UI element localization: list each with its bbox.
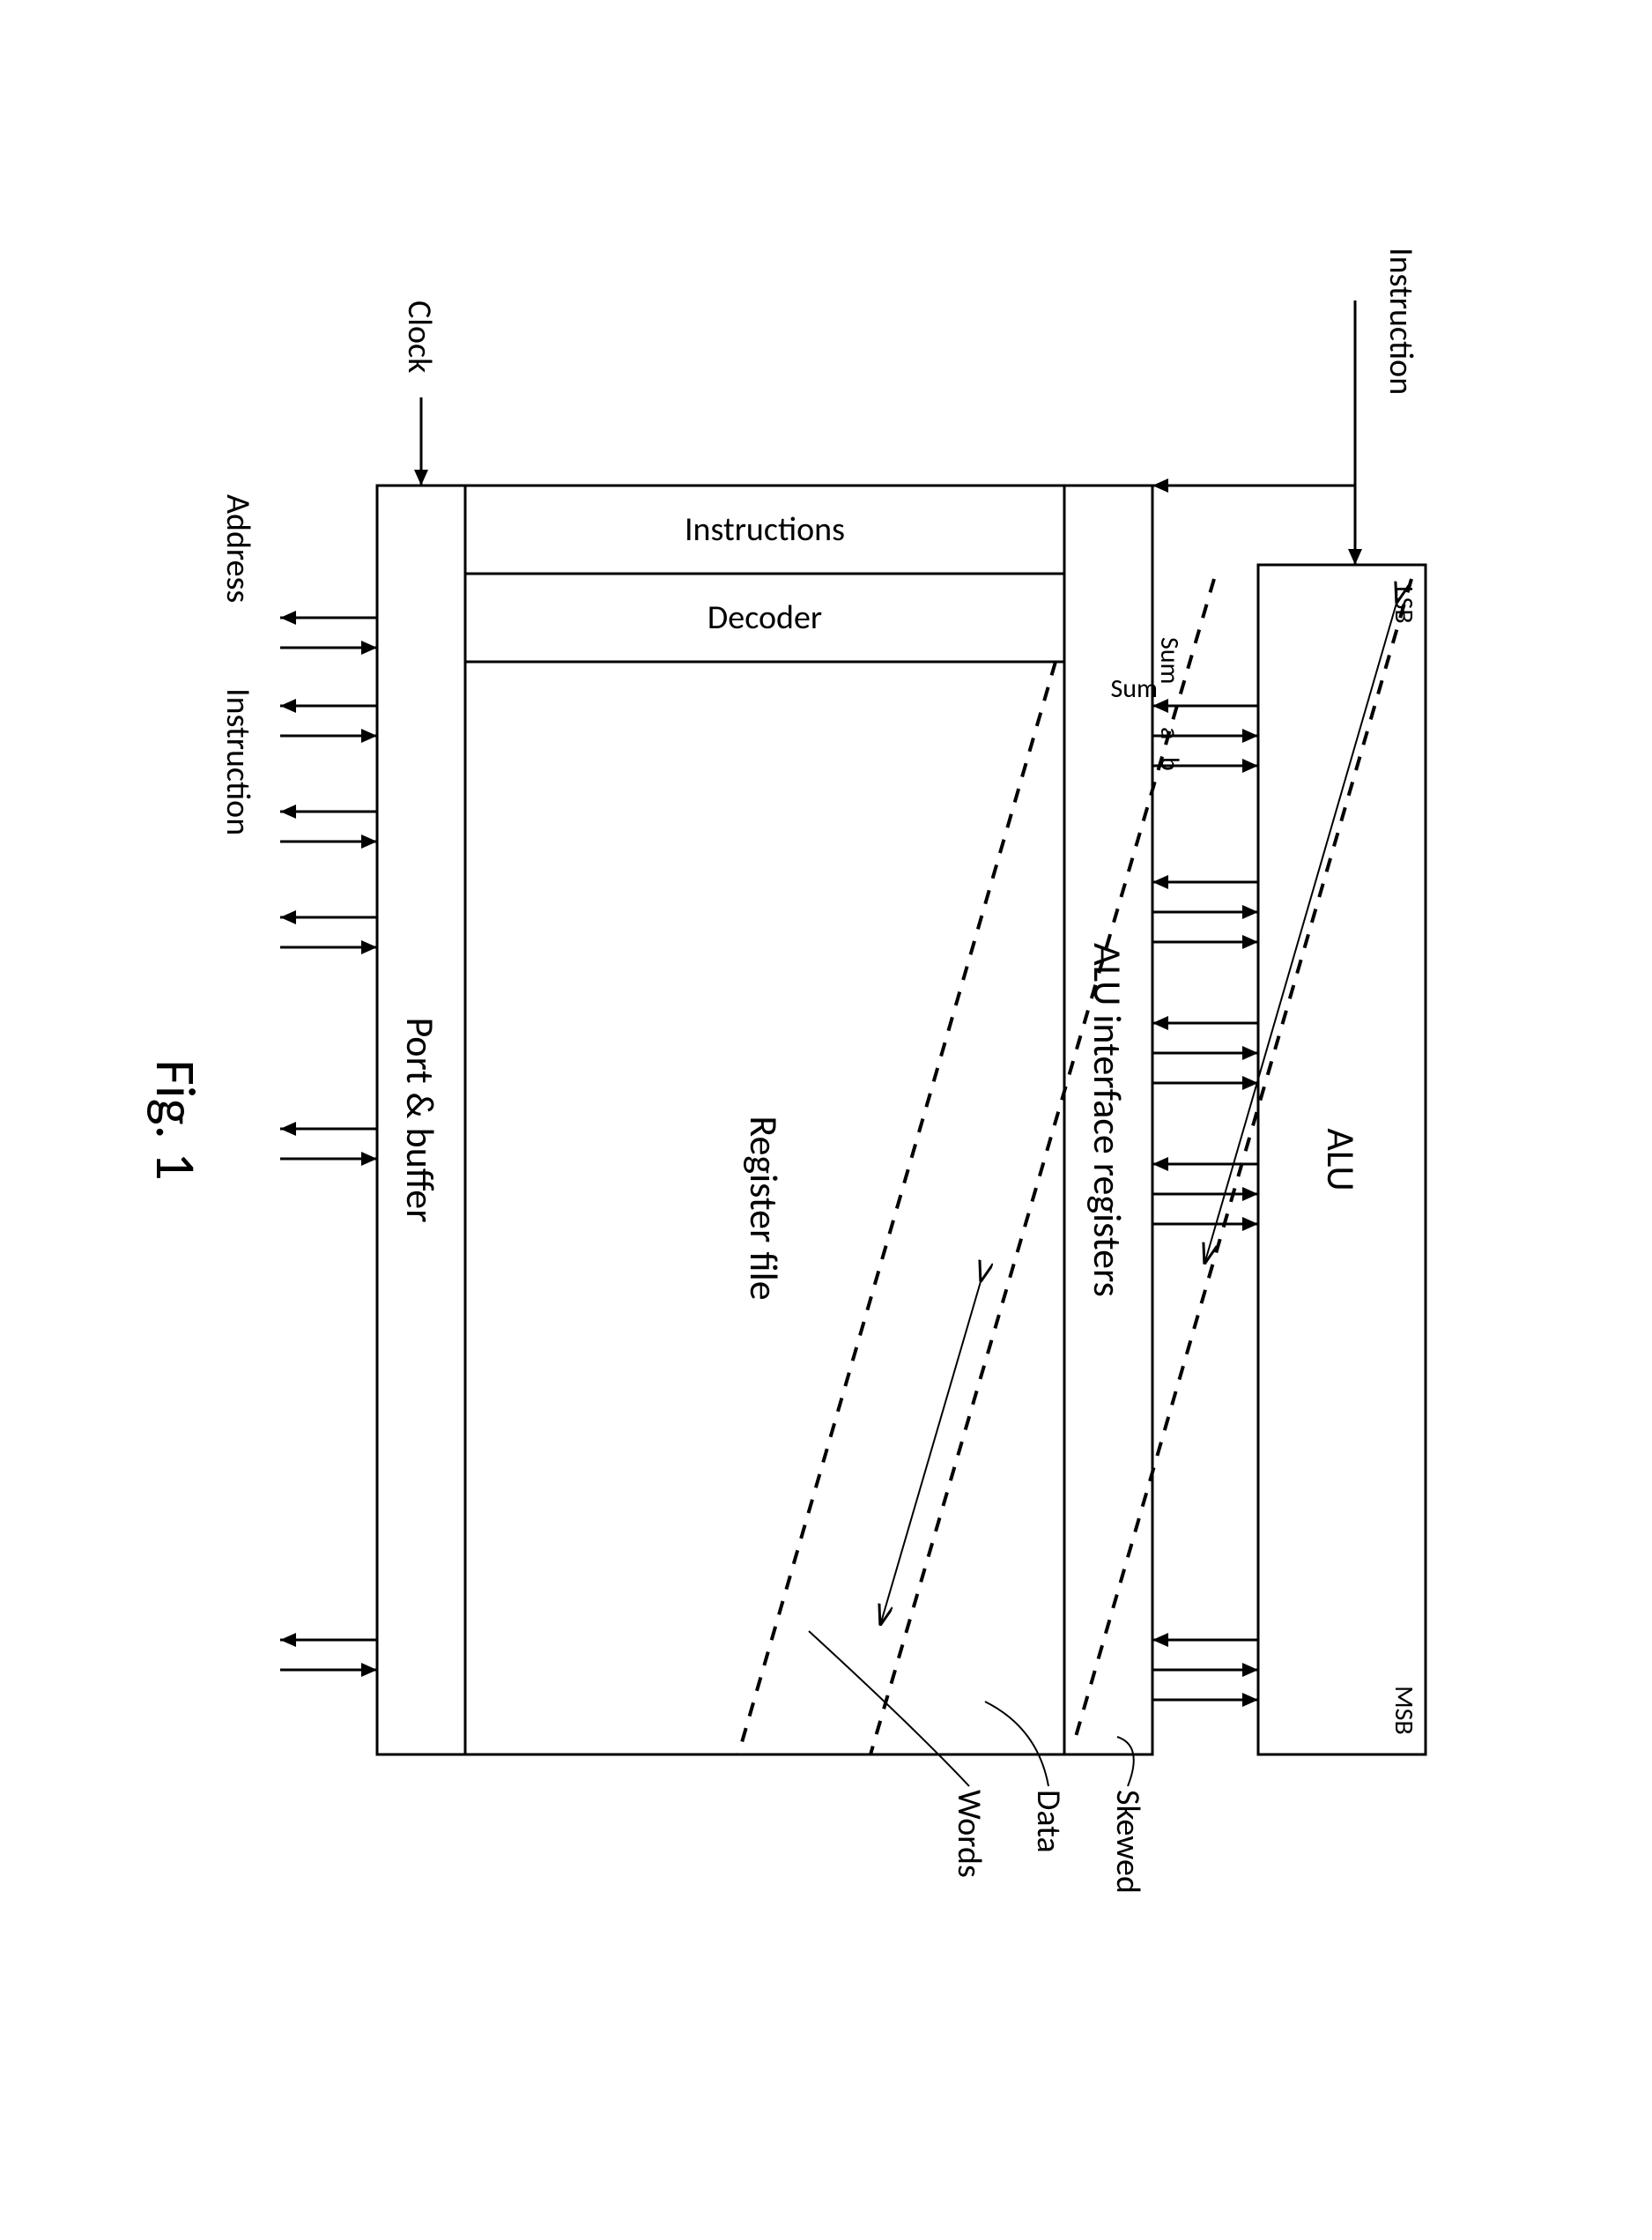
svg-text:a: a [1153,727,1186,739]
svg-text:b: b [1153,757,1186,771]
svg-text:Words: Words [949,1790,989,1878]
svg-text:ALU: ALU [1317,1128,1365,1190]
svg-text:Sum: Sum [1153,637,1186,685]
svg-text:Instruction: Instruction [218,688,258,835]
svg-text:Clock: Clock [399,300,440,373]
svg-text:Instruction: Instruction [1381,248,1421,395]
svg-text:Data: Data [1028,1790,1069,1853]
svg-text:Instructions: Instructions [684,509,844,550]
svg-text:Sum: Sum [1110,672,1158,705]
figure-container: ALULSBMSBALU interface registersPort & b… [122,195,1531,2045]
svg-text:Decoder: Decoder [707,597,821,638]
svg-text:Address: Address [218,494,258,603]
figure-svg: ALULSBMSBALU interface registersPort & b… [122,195,1531,2045]
svg-text:Skewed: Skewed [1108,1790,1148,1894]
svg-text:Register file: Register file [740,1116,788,1300]
svg-text:MSB: MSB [1388,1686,1420,1735]
svg-text:Fig. 1: Fig. 1 [141,1059,210,1180]
svg-text:Port & buffer: Port & buffer [396,1017,444,1222]
